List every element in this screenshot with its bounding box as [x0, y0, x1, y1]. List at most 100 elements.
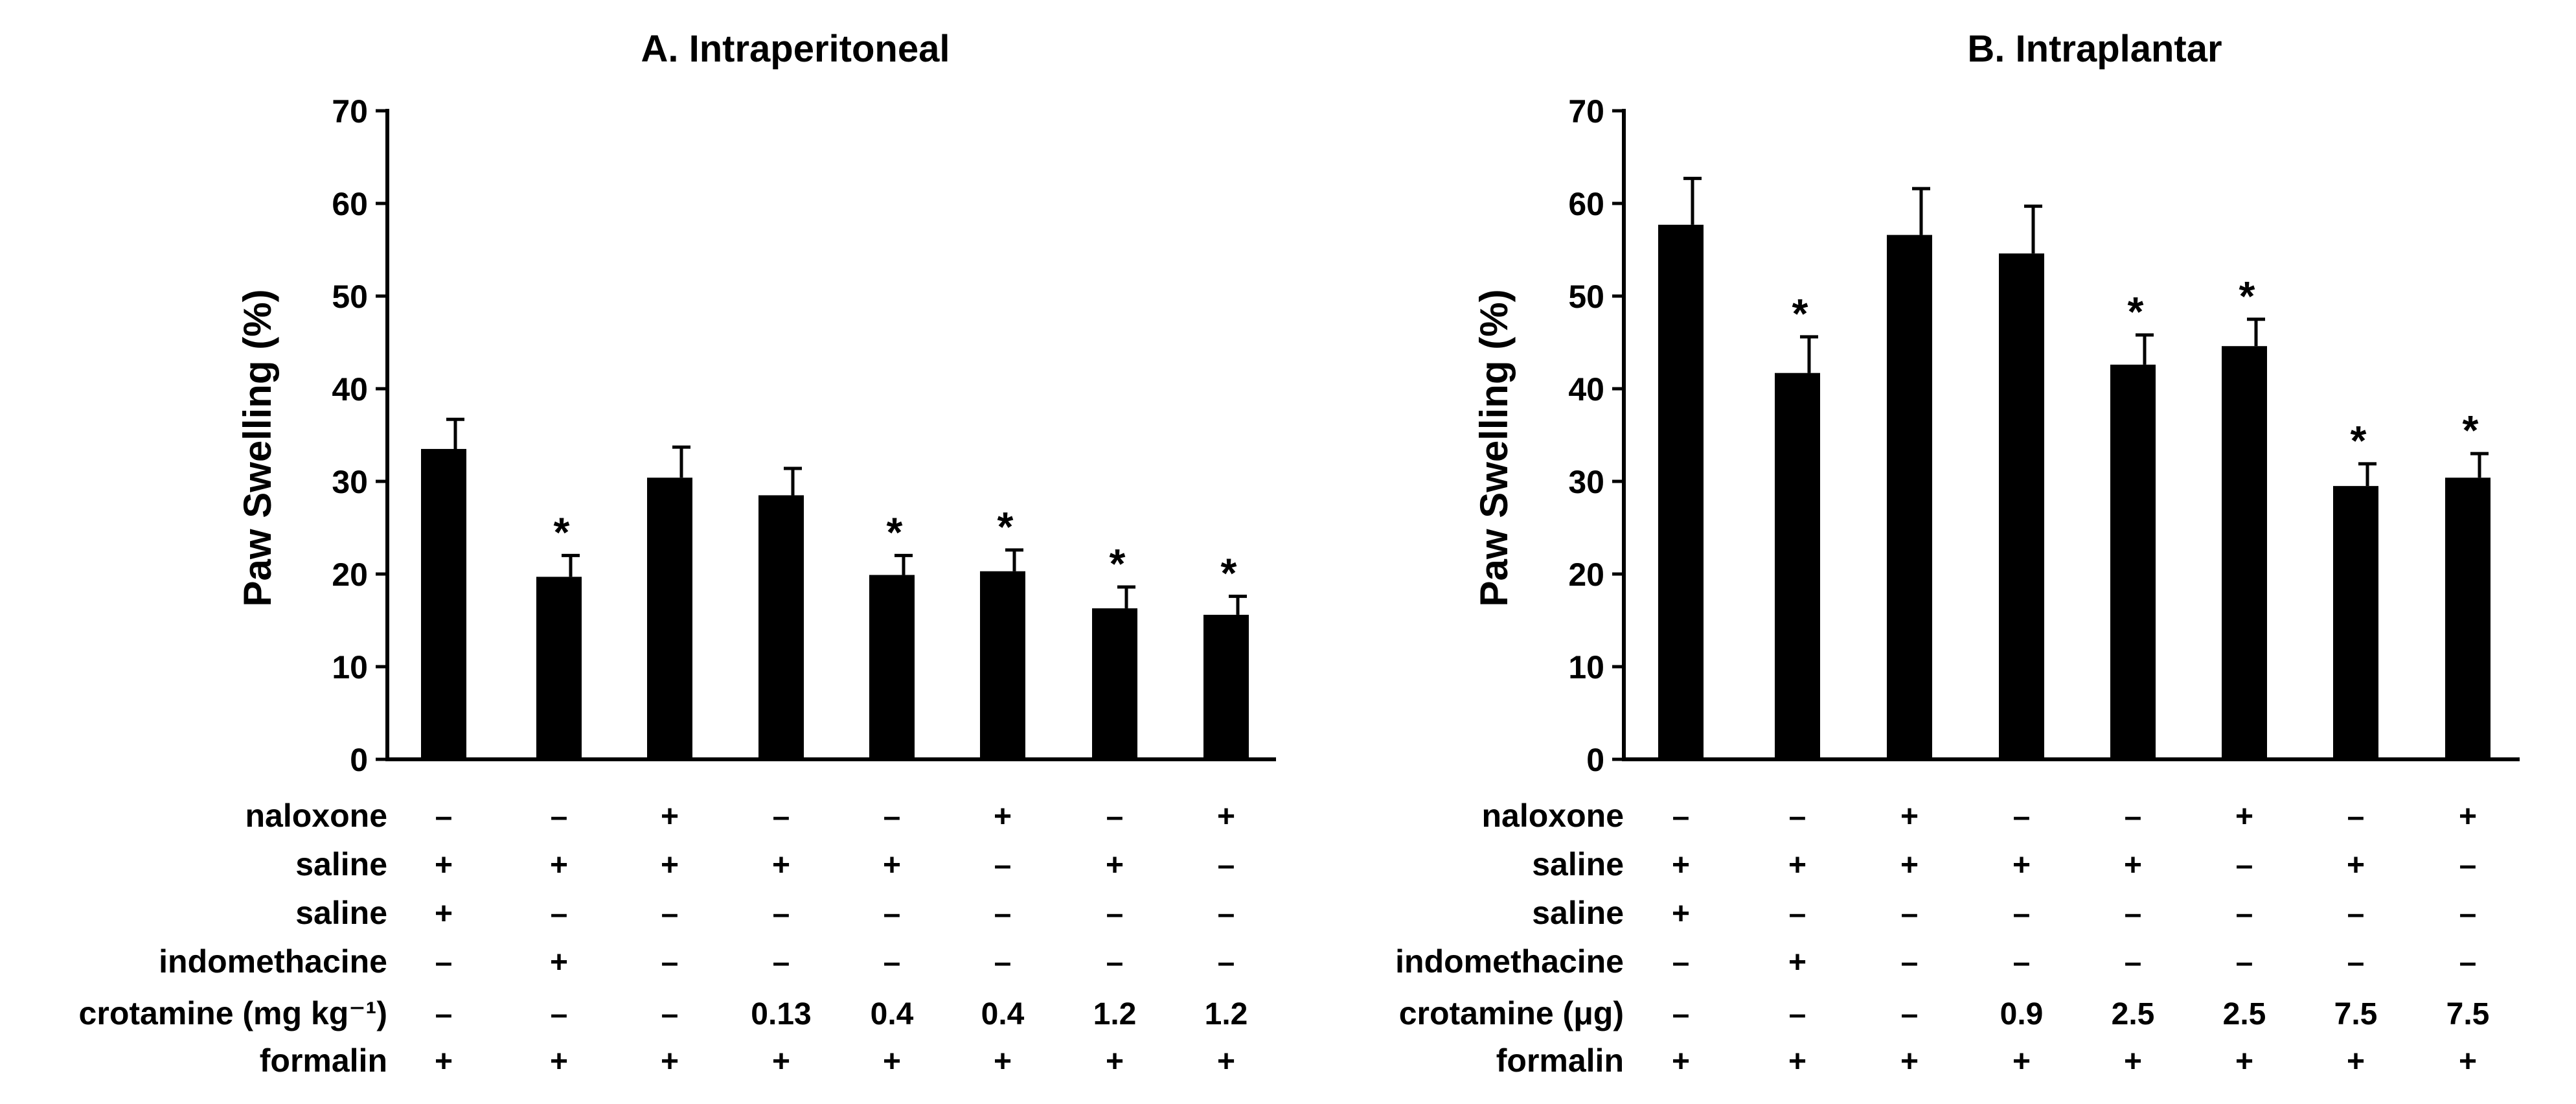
treatment-cell: – — [2236, 897, 2253, 931]
treatment-cell: – — [2125, 897, 2142, 931]
treatment-cell: + — [1900, 799, 1919, 834]
treatment-cell: 2.5 — [2112, 997, 2155, 1031]
treatment-cell: + — [994, 1044, 1012, 1079]
y-tick-label: 10 — [1568, 649, 1604, 685]
treatment-cell: – — [994, 848, 1012, 882]
treatment-cell: + — [994, 799, 1012, 834]
treatment-cell: – — [1218, 897, 1235, 931]
treatment-row-label: naloxone — [1482, 798, 1624, 834]
significance-marker: * — [554, 509, 570, 555]
bar — [980, 571, 1025, 759]
y-tick-label: 70 — [332, 93, 368, 130]
y-tick-label: 50 — [332, 279, 368, 315]
treatment-cell: + — [550, 848, 568, 882]
treatment-cell: – — [994, 897, 1012, 931]
treatment-cell: + — [1900, 1044, 1919, 1079]
treatment-cell: + — [1106, 848, 1124, 882]
treatment-cell: + — [2012, 848, 2031, 882]
treatment-cell: + — [883, 1044, 901, 1079]
treatment-cell: – — [551, 799, 568, 834]
treatment-cell: – — [1218, 945, 1235, 980]
treatment-cell: + — [2012, 1044, 2031, 1079]
significance-marker: * — [2128, 288, 2144, 335]
treatment-cell: 0.13 — [751, 997, 811, 1031]
treatment-cell: – — [1789, 897, 1807, 931]
treatment-row-label: formalin — [1496, 1042, 1624, 1079]
treatment-cell: + — [1788, 848, 1807, 882]
treatment-cell: + — [435, 897, 453, 931]
chart-title: B. Intraplantar — [1967, 28, 2222, 70]
treatment-row-label: indomethacine — [1395, 943, 1624, 980]
treatment-cell: + — [2235, 1044, 2253, 1079]
treatment-cell: – — [994, 945, 1012, 980]
treatment-cell: – — [1789, 997, 1807, 1031]
treatment-cell: – — [773, 897, 790, 931]
treatment-cell: – — [2347, 945, 2365, 980]
significance-marker: * — [1792, 290, 1808, 337]
bar — [869, 575, 915, 759]
treatment-row-label: crotamine (μg) — [1399, 995, 1624, 1031]
treatment-cell: – — [1106, 799, 1124, 834]
chart-title: A. Intraperitoneal — [641, 28, 950, 70]
treatment-cell: 0.9 — [2000, 997, 2044, 1031]
treatment-cell: + — [1106, 1044, 1124, 1079]
treatment-cell: + — [550, 945, 568, 980]
y-tick-label: 20 — [332, 557, 368, 593]
y-tick-label: 30 — [332, 464, 368, 500]
y-tick-label: 70 — [1568, 93, 1604, 130]
y-tick-label: 0 — [350, 742, 368, 778]
treatment-cell: + — [2124, 1044, 2142, 1079]
treatment-cell: + — [2235, 799, 2253, 834]
treatment-cell: – — [661, 945, 679, 980]
treatment-row-label: saline — [1532, 846, 1624, 882]
bar — [536, 577, 582, 759]
treatment-cell: – — [2459, 945, 2477, 980]
treatment-cell: + — [661, 1044, 679, 1079]
y-tick-label: 60 — [332, 186, 368, 222]
treatment-cell: – — [661, 897, 679, 931]
treatment-cell: – — [1789, 799, 1807, 834]
treatment-cell: – — [2459, 848, 2477, 882]
treatment-row-label: saline — [295, 846, 387, 882]
treatment-cell: – — [2125, 799, 2142, 834]
chart-panel-a: A. Intraperitoneal Paw Swelling (%) 0 10 20 3… — [79, 28, 1276, 1079]
treatment-cell: 7.5 — [2334, 997, 2378, 1031]
treatment-cell: – — [435, 945, 453, 980]
y-tick-label: 60 — [1568, 186, 1604, 222]
treatment-row-label: indomethacine — [159, 943, 387, 980]
treatment-cell: + — [883, 848, 901, 882]
treatment-cell: – — [435, 997, 453, 1031]
y-tick-label: 10 — [332, 649, 368, 685]
treatment-cell: + — [1788, 945, 1807, 980]
treatment-cell: – — [551, 997, 568, 1031]
treatment-cell: + — [2124, 848, 2142, 882]
treatment-cell: 1.2 — [1093, 997, 1137, 1031]
treatment-cell: – — [1672, 945, 1690, 980]
treatment-cell: – — [1672, 997, 1690, 1031]
treatment-cell: – — [1218, 848, 1235, 882]
treatment-cell: 1.2 — [1205, 997, 1248, 1031]
treatment-cell: – — [2459, 897, 2477, 931]
treatment-cell: – — [1672, 799, 1690, 834]
treatment-cell: + — [2347, 1044, 2365, 1079]
significance-marker: * — [1221, 549, 1237, 596]
bar — [1658, 224, 1704, 759]
y-tick-label: 0 — [1586, 742, 1604, 778]
bar — [1092, 608, 1137, 759]
treatment-cell: – — [2013, 897, 2031, 931]
bar — [421, 448, 466, 759]
treatment-cell: + — [1672, 848, 1690, 882]
treatment-cell: + — [661, 799, 679, 834]
treatment-cell: + — [435, 848, 453, 882]
significance-marker: * — [997, 503, 1014, 550]
bar — [1775, 373, 1820, 759]
y-tick-label: 40 — [332, 371, 368, 408]
treatment-cell: + — [1900, 848, 1919, 882]
treatment-cell: + — [1672, 897, 1690, 931]
treatment-row-label: saline — [1532, 895, 1624, 931]
treatment-cell: 2.5 — [2223, 997, 2266, 1031]
significance-marker: * — [2351, 417, 2367, 464]
treatment-cell: + — [661, 848, 679, 882]
treatment-cell: – — [2125, 945, 2142, 980]
treatment-cell: – — [883, 799, 901, 834]
